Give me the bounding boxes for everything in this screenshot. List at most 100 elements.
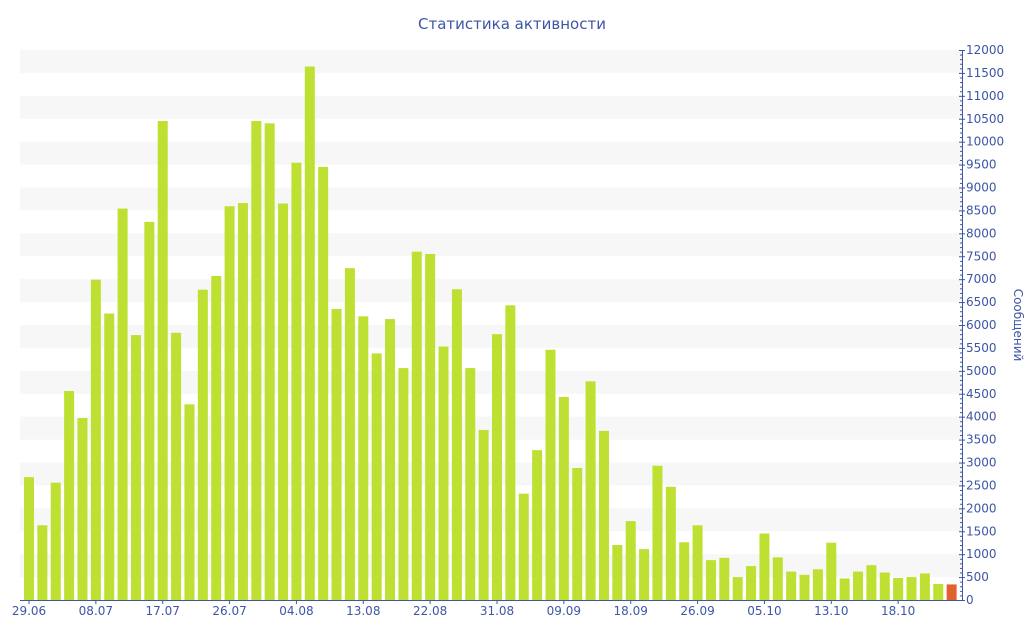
bar <box>184 404 195 600</box>
bar <box>278 203 289 600</box>
bar <box>24 477 34 600</box>
bar <box>144 221 155 600</box>
bar <box>478 429 489 600</box>
bar <box>398 368 409 600</box>
y-tick-label: 2000 <box>966 501 997 515</box>
y-tick-label: 6500 <box>966 295 997 309</box>
bar <box>385 319 396 600</box>
y-tick-label: 6000 <box>966 318 997 332</box>
bar <box>117 208 128 601</box>
bar <box>237 203 248 601</box>
y-tick-label: 4000 <box>966 410 997 424</box>
x-tick-label: 26.07 <box>212 604 246 618</box>
bar <box>50 482 61 600</box>
bar <box>211 275 222 600</box>
bar <box>625 521 636 600</box>
bar <box>505 305 516 600</box>
bar <box>425 253 436 601</box>
bar <box>933 583 944 600</box>
bar <box>879 572 890 600</box>
y-tick-label: 8500 <box>966 203 997 217</box>
y-tick-label: 9500 <box>966 158 997 172</box>
y-tick-label: 8000 <box>966 226 997 240</box>
bar <box>652 465 663 600</box>
y-tick-label: 10000 <box>966 135 1004 149</box>
bar <box>264 123 275 600</box>
bar <box>893 578 904 600</box>
bar <box>171 332 182 600</box>
bar <box>585 381 596 600</box>
bar <box>251 121 262 601</box>
y-tick-label: 11500 <box>966 66 1004 80</box>
x-tick-label: 26.09 <box>680 604 714 618</box>
bar <box>612 545 623 600</box>
x-tick-label: 04.08 <box>279 604 313 618</box>
bar <box>532 450 543 600</box>
bar <box>853 571 864 600</box>
bar <box>799 574 810 600</box>
y-tick-label: 4500 <box>966 387 997 401</box>
bar <box>746 566 757 600</box>
bar <box>465 368 476 600</box>
y-tick-label: 3000 <box>966 456 997 470</box>
y-tick-label: 7000 <box>966 272 997 286</box>
x-tick-label: 22.08 <box>413 604 447 618</box>
grid-band <box>20 95 962 119</box>
bar <box>786 571 797 600</box>
y-tick-label: 0 <box>966 593 974 607</box>
bar <box>839 578 850 600</box>
y-tick-label: 1500 <box>966 524 997 538</box>
x-tick-label: 18.10 <box>881 604 915 618</box>
bar <box>705 560 716 600</box>
bar <box>37 525 48 600</box>
bar <box>224 206 235 600</box>
y-tick-label: 3500 <box>966 433 997 447</box>
bar <box>318 166 329 600</box>
bar <box>518 493 529 600</box>
x-tick-label: 05.10 <box>747 604 781 618</box>
bar <box>344 268 355 600</box>
y-tick-label: 10500 <box>966 112 1004 126</box>
bar <box>906 577 917 600</box>
bar <box>679 542 690 600</box>
x-tick-label: 31.08 <box>480 604 514 618</box>
y-tick-label: 500 <box>966 570 989 584</box>
bar <box>826 542 837 600</box>
bar <box>772 557 783 600</box>
bar <box>866 565 877 600</box>
bar <box>64 391 75 600</box>
bar <box>304 66 315 600</box>
bar <box>104 313 115 600</box>
y-tick-label: 2500 <box>966 478 997 492</box>
y-tick-label: 11000 <box>966 89 1004 103</box>
bar <box>639 549 650 600</box>
y-tick-label: 5500 <box>966 341 997 355</box>
bar <box>665 486 676 600</box>
x-tick-label: 18.09 <box>614 604 648 618</box>
x-tick-label: 13.08 <box>346 604 380 618</box>
bar <box>732 577 743 600</box>
bar <box>558 396 569 600</box>
bar <box>759 533 770 600</box>
bar <box>197 289 208 600</box>
y-tick-label: 7500 <box>966 249 997 263</box>
bar <box>545 349 556 600</box>
bar <box>451 289 462 600</box>
bar <box>411 251 422 600</box>
x-tick-label: 13.10 <box>814 604 848 618</box>
bar <box>492 334 502 600</box>
bar <box>812 569 823 600</box>
y-tick-label: 1000 <box>966 547 997 561</box>
x-tick-label: 17.07 <box>146 604 180 618</box>
bar <box>77 418 88 600</box>
y-axis-title: Сообщений <box>1011 289 1024 362</box>
bar <box>90 279 101 600</box>
y-tick-label: 12000 <box>966 43 1004 57</box>
bar <box>719 557 730 600</box>
y-tick-label: 9000 <box>966 181 997 195</box>
bar <box>692 525 703 600</box>
x-tick-label: 29.06 <box>12 604 46 618</box>
bar <box>130 335 141 600</box>
x-tick-label: 08.07 <box>79 604 113 618</box>
